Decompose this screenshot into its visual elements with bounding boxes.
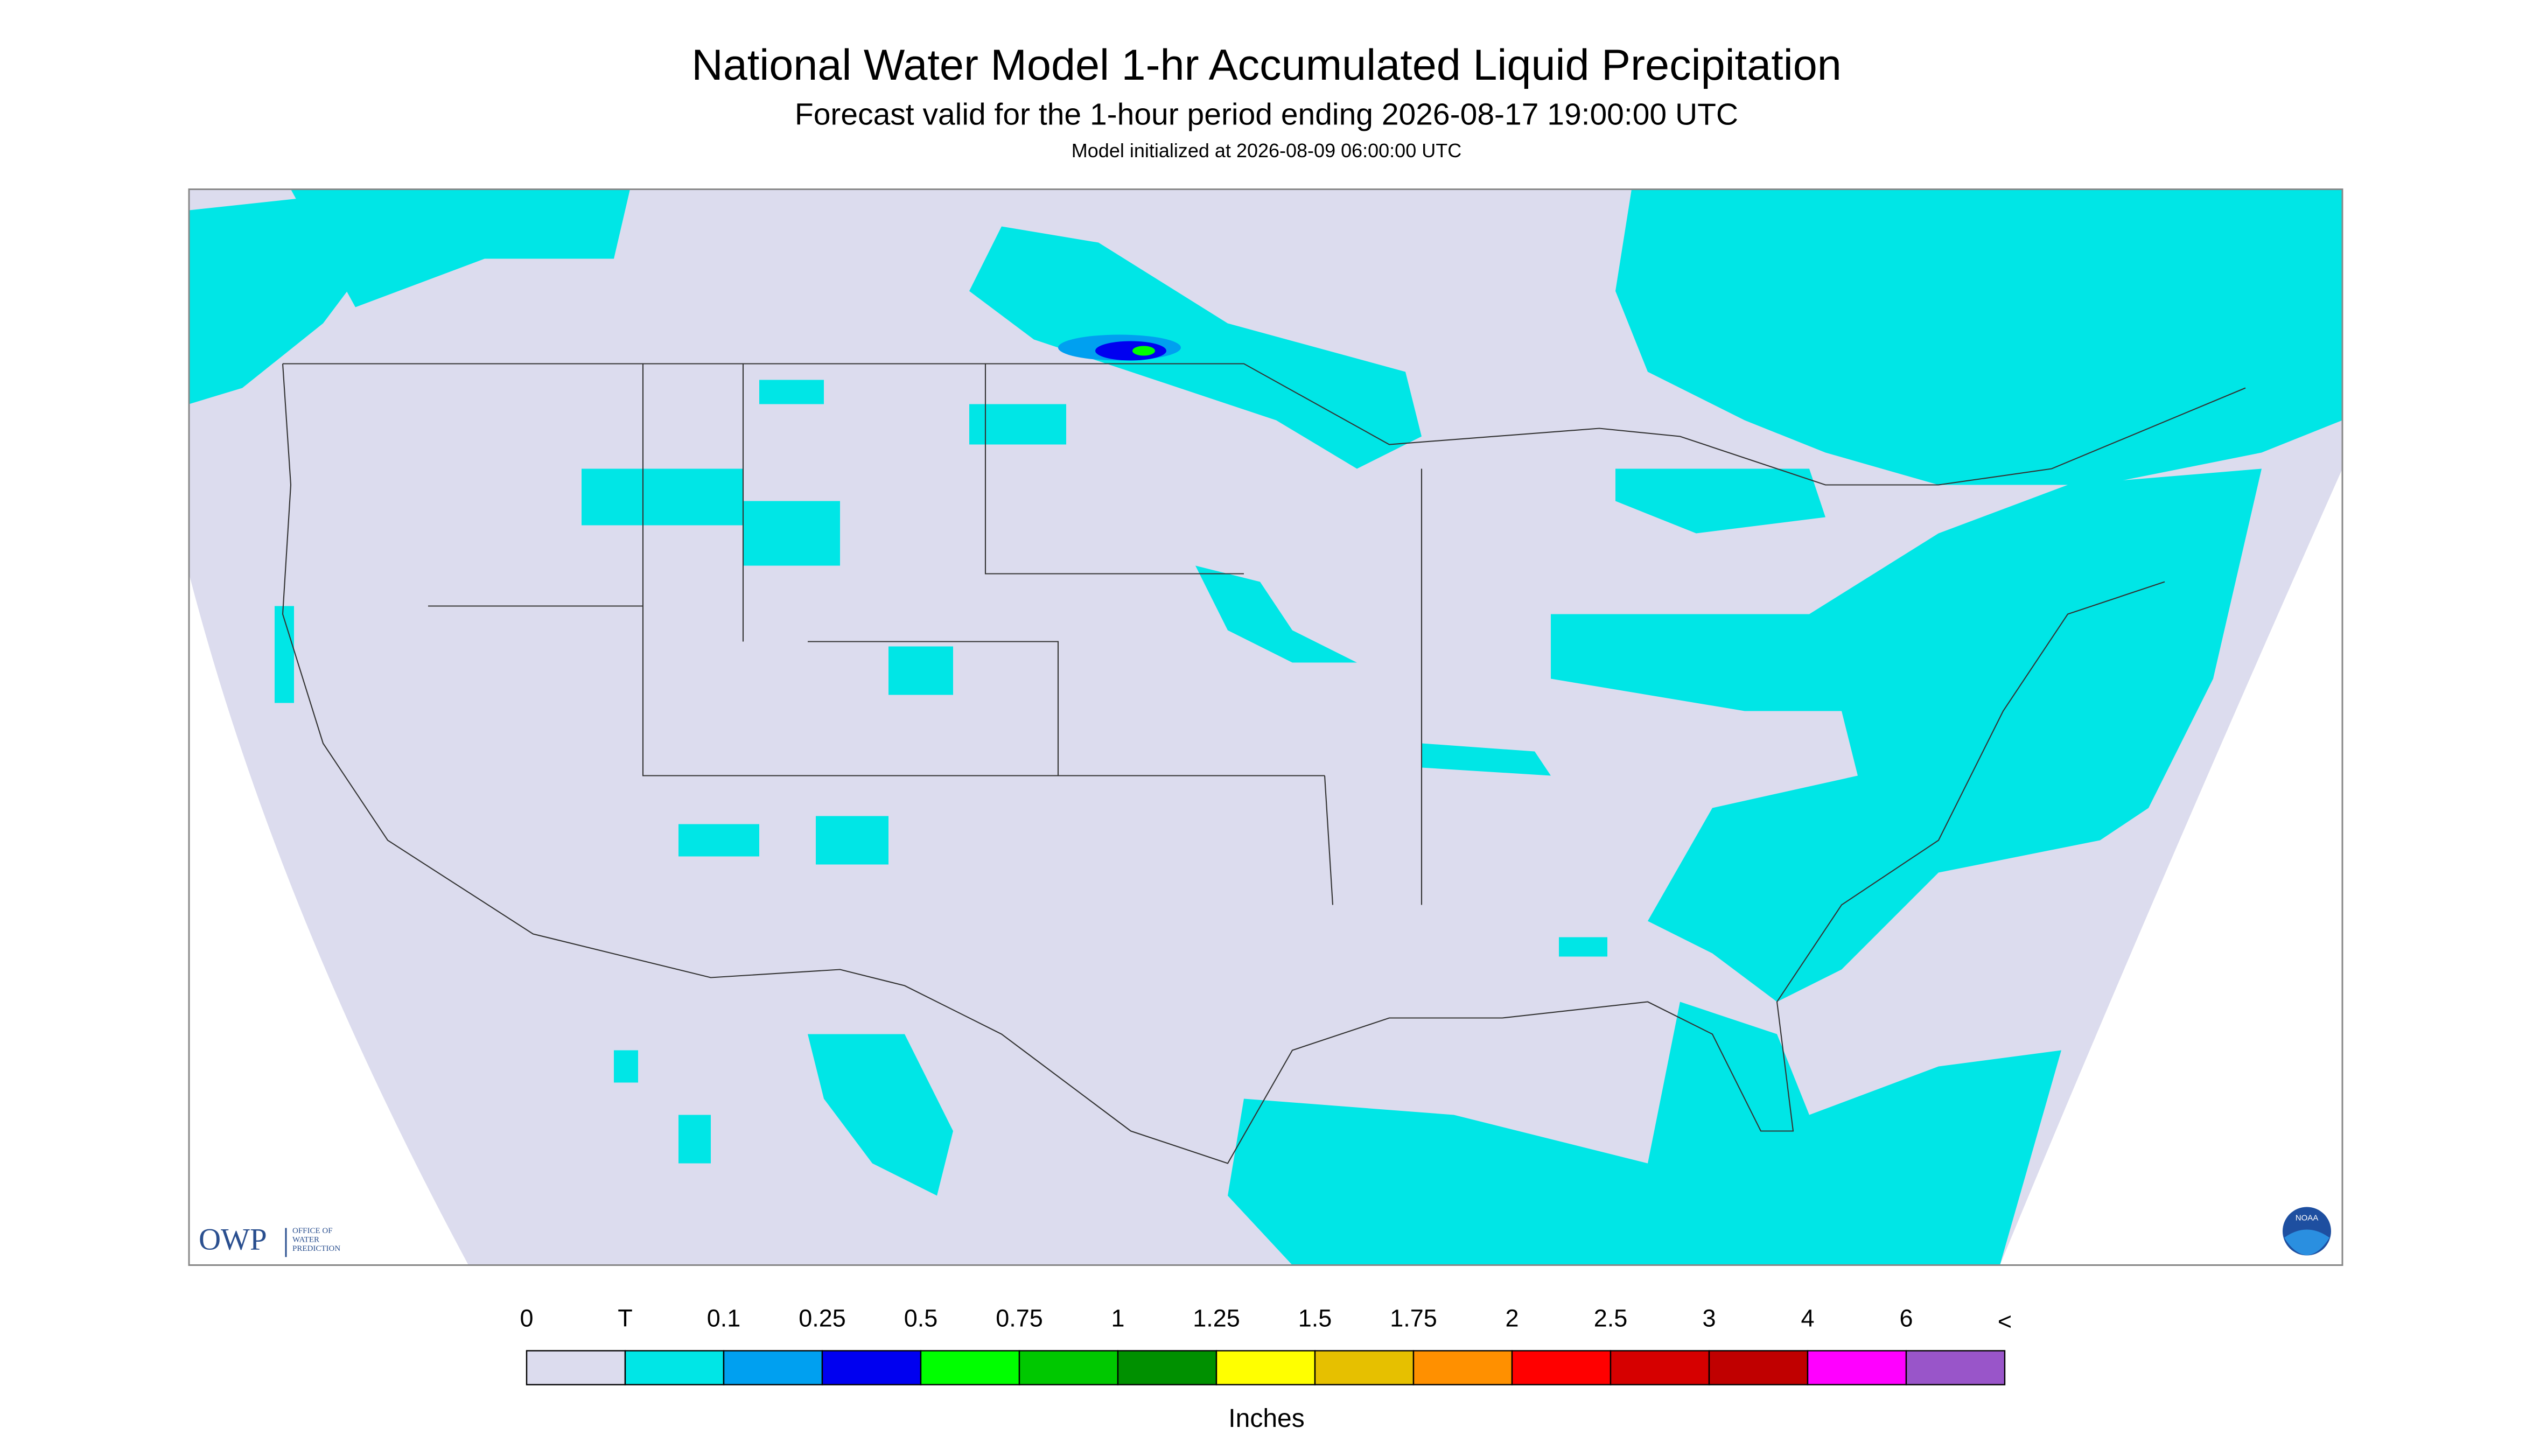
legend-label: 0.1 (707, 1304, 741, 1332)
noaa-badge: NOAA (2283, 1207, 2331, 1256)
subtitle: Forecast valid for the 1-hour period end… (795, 97, 1738, 132)
logo-line: WATER (292, 1235, 319, 1244)
legend: 0 T 0.1 0.25 0.5 0.75 1 1.25 1.5 1.75 2 2.5 3 4 6 < Inch… (520, 1304, 2012, 1433)
legend-swatch (821, 1350, 922, 1385)
legend-label: 2 (1505, 1304, 1519, 1332)
legend-swatch (1708, 1350, 1809, 1385)
legend-swatch (1018, 1350, 1119, 1385)
legend-label: 3 (1702, 1304, 1716, 1332)
legend-swatch (723, 1350, 823, 1385)
precip-moderate (1095, 341, 1166, 361)
model-domain (189, 189, 2342, 1265)
legend-label: T (618, 1304, 633, 1332)
legend-unit: Inches (1228, 1404, 1304, 1433)
badge-wave (2284, 1229, 2329, 1256)
legend-label: 4 (1801, 1304, 1814, 1332)
legend-swatch (1412, 1350, 1513, 1385)
legend-swatch (1314, 1350, 1415, 1385)
legend-swatch (1610, 1350, 1710, 1385)
logo-name: OWP (199, 1223, 267, 1257)
map-frame (188, 188, 2343, 1266)
legend-label: 0.25 (799, 1304, 846, 1332)
init-note: Model initialized at 2026-08-09 06:00:00… (1072, 139, 1461, 162)
boundaries (282, 363, 2246, 1164)
legend-label: 0 (520, 1304, 533, 1332)
legend-label: 2.5 (1594, 1304, 1628, 1332)
legend-label: 1.75 (1390, 1304, 1437, 1332)
legend-swatch (920, 1350, 1020, 1385)
legend-label: 6 (1899, 1304, 1913, 1332)
legend-label: < (1998, 1307, 2012, 1335)
legend-swatch (1807, 1350, 1907, 1385)
legend-swatch (1511, 1350, 1612, 1385)
legend-label: 1.5 (1298, 1304, 1332, 1332)
legend-swatch (1117, 1350, 1217, 1385)
legend-swatch (624, 1350, 725, 1385)
precip-trace (189, 189, 2342, 1265)
title: National Water Model 1-hr Accumulated Li… (691, 41, 1842, 89)
precip-heavy (1132, 346, 1155, 356)
legend-label: 0.75 (996, 1304, 1043, 1332)
logo-line: PREDICTION (292, 1244, 340, 1253)
legend-label: 0.5 (904, 1304, 938, 1332)
legend-label: 1.25 (1193, 1304, 1240, 1332)
badge-text: NOAA (2296, 1213, 2319, 1222)
legend-label: 1 (1111, 1304, 1124, 1332)
map (188, 188, 2343, 1266)
logo-line: OFFICE OF (292, 1227, 333, 1235)
legend-swatch (526, 1350, 626, 1385)
legend-swatch (1215, 1350, 1316, 1385)
legend-swatch (1905, 1350, 2006, 1385)
